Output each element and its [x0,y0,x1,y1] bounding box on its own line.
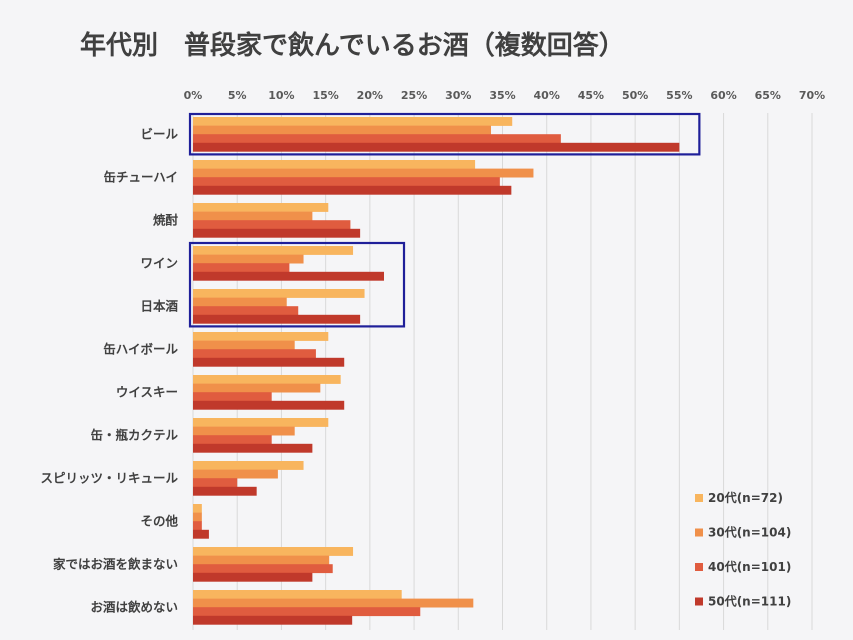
x-tick-label: 60% [710,89,736,102]
category-label: お酒は飲めない [90,600,178,615]
chart-title: 年代別 普段家で飲んでいるお酒（複数回答） [80,30,625,61]
bar [193,160,476,169]
bar [193,297,287,307]
bar [193,177,500,187]
x-tick-label: 25% [401,89,427,102]
bar [193,478,238,488]
bar [193,521,202,531]
bar [193,134,561,144]
bar [193,263,290,273]
bar [193,228,361,238]
bar [193,271,385,281]
category-label: ビール [140,127,178,142]
grid-lines [192,113,813,630]
bar [193,400,345,410]
category-label: ワイン [140,256,178,271]
category-labels: ビール缶チューハイ焼酎ワイン日本酒缶ハイボールウイスキー缶・瓶カクテルスピリッツ… [40,127,178,615]
x-tick-label: 35% [489,89,515,102]
highlight-boxes [188,112,701,328]
category-label: 日本酒 [140,299,178,314]
bar [193,564,333,574]
category-label: その他 [140,514,178,529]
category-label: 焼酎 [153,213,179,228]
bar [193,117,513,126]
bar [193,383,321,393]
bar [193,375,341,384]
legend-label: 30代(n=104) [708,525,791,540]
x-tick-label: 65% [755,89,781,102]
bar [193,392,272,402]
bar [193,168,534,178]
x-tick-label: 40% [534,89,560,102]
bar [193,469,278,479]
bar [193,547,354,556]
bars [193,117,680,625]
bar [193,254,304,264]
category-label: 缶ハイボール [103,342,178,357]
legend-swatch [695,494,703,502]
bar [193,314,361,324]
bar [193,246,354,255]
bar [193,357,345,367]
x-tick-label: 15% [312,89,338,102]
x-tick-label: 0% [184,89,203,102]
x-tick-label: 70% [799,89,825,102]
bar [193,185,512,195]
bar [193,512,202,522]
legend-label: 20代(n=72) [708,490,783,505]
x-tick-label: 55% [666,89,692,102]
category-label: ウイスキー [116,385,178,400]
bar [193,598,474,608]
category-label: 缶チューハイ [103,170,178,185]
legend-swatch [695,563,703,571]
bar [193,435,272,445]
x-tick-label: 45% [578,89,604,102]
x-tick-label: 5% [228,89,247,102]
bar [193,426,295,436]
bar [193,220,351,230]
bar [193,349,316,359]
bar [193,418,329,427]
category-label: 家ではお酒を飲まない [53,557,178,572]
x-tick-label: 50% [622,89,648,102]
legend-label: 50代(n=111) [708,594,791,609]
legend-label: 40代(n=101) [708,559,791,574]
bar [193,340,295,350]
bar [193,289,365,298]
x-axis-ticks: 0% 5% 10% 15% 20% 25% 30% 35% 40% 45% 50% 55% 60% 65%… [184,89,826,102]
legend-swatch [695,528,703,537]
legend-swatch [695,597,703,606]
bar [193,332,329,341]
bar [193,125,492,135]
legend: 20代(n=72) 30代(n=104) 40代(n=101) 50代(n=111) [695,490,791,609]
highlight-box [188,241,406,328]
category-label: スピリッツ・リキュール [40,471,178,486]
bar [193,486,257,496]
bar [193,211,313,221]
bar [193,529,209,539]
bar [193,572,313,582]
bar [193,615,353,625]
bar [193,443,313,453]
category-label: 缶・瓶カクテル [90,428,178,443]
bar [193,142,680,152]
bar [193,590,402,599]
x-tick-label: 20% [357,89,383,102]
bar [193,306,299,316]
bar [193,607,421,617]
bar [193,203,329,212]
x-tick-label: 10% [268,89,294,102]
bar [193,555,330,565]
bar [193,461,304,470]
bar [193,504,202,513]
x-tick-label: 30% [445,89,471,102]
highlight-box [188,112,701,156]
